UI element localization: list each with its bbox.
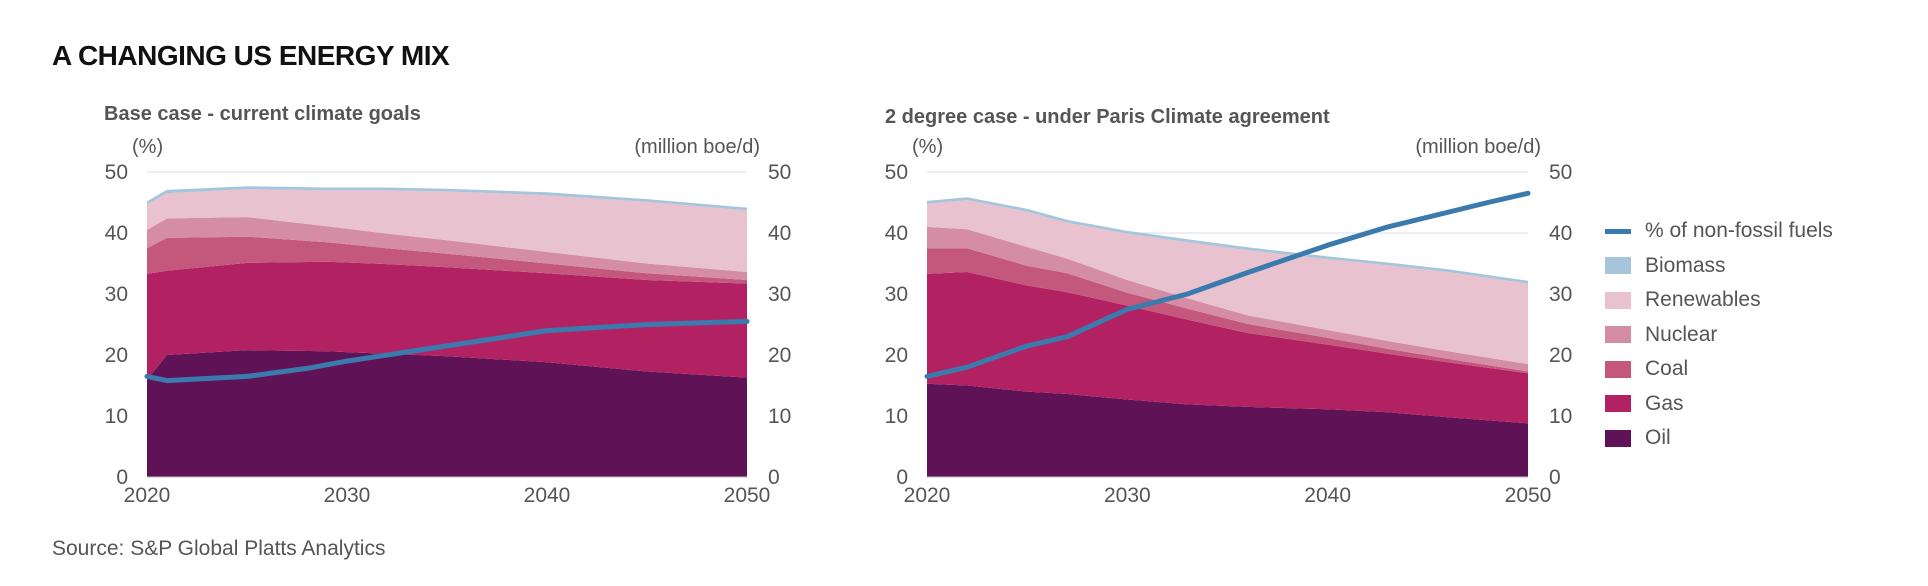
- y-tick-left: 50: [885, 161, 908, 184]
- y-tick-right: 50: [1549, 161, 1572, 184]
- right-axis-unit: (million boe/d): [634, 136, 760, 158]
- y-tick-left: 20: [105, 344, 128, 367]
- legend-item-biomass: Biomass: [1605, 249, 1833, 284]
- y-tick-left: 20: [885, 344, 908, 367]
- legend: % of non-fossil fuels Biomass Renewables Nu…: [1605, 214, 1833, 456]
- legend-label: Oil: [1645, 426, 1671, 450]
- y-tick-right: 30: [1549, 283, 1572, 306]
- legend-item-coal: Coal: [1605, 352, 1833, 387]
- swatch-icon: [1605, 292, 1631, 309]
- line-icon: [1605, 229, 1631, 234]
- y-tick-left: 40: [885, 222, 908, 245]
- y-tick-left: 30: [105, 283, 128, 306]
- chart-2: 2 degree case - under Paris Climate agre…: [885, 106, 1573, 507]
- x-tick: 2030: [324, 484, 371, 507]
- legend-item-renewables: Renewables: [1605, 283, 1833, 318]
- x-tick: 2050: [1505, 484, 1552, 507]
- right-axis-unit: (million boe/d): [1415, 136, 1541, 158]
- y-tick-right: 50: [768, 161, 791, 184]
- x-tick: 2020: [904, 484, 951, 507]
- swatch-icon: [1605, 395, 1631, 412]
- y-tick-right: 40: [1549, 222, 1572, 245]
- legend-label: Coal: [1645, 357, 1688, 381]
- legend-item-oil: Oil: [1605, 421, 1833, 456]
- y-tick-right: 40: [768, 222, 791, 245]
- y-tick-left: 40: [105, 222, 128, 245]
- chart-subtitle: Base case - current climate goals: [104, 103, 421, 125]
- chart-1: Base case - current climate goals (%) (mil…: [104, 103, 791, 507]
- legend-label: Gas: [1645, 392, 1684, 416]
- y-tick-right: 30: [768, 283, 791, 306]
- y-tick-left: 10: [105, 405, 128, 428]
- x-tick: 2030: [1104, 484, 1151, 507]
- x-tick: 2040: [524, 484, 571, 507]
- y-tick-right: 10: [768, 405, 791, 428]
- x-tick: 2020: [124, 484, 171, 507]
- y-tick-right: 20: [768, 344, 791, 367]
- left-axis-unit: (%): [912, 136, 943, 158]
- y-tick-left: 10: [885, 405, 908, 428]
- legend-item-gas: Gas: [1605, 387, 1833, 422]
- legend-label: % of non-fossil fuels: [1645, 219, 1833, 243]
- legend-label: Nuclear: [1645, 323, 1717, 347]
- y-tick-right: 10: [1549, 405, 1572, 428]
- left-axis-unit: (%): [132, 136, 163, 158]
- swatch-icon: [1605, 430, 1631, 447]
- legend-item-nonfossil: % of non-fossil fuels: [1605, 214, 1833, 249]
- legend-label: Biomass: [1645, 254, 1726, 278]
- y-tick-left: 30: [885, 283, 908, 306]
- legend-item-nuclear: Nuclear: [1605, 318, 1833, 353]
- legend-label: Renewables: [1645, 288, 1761, 312]
- swatch-icon: [1605, 361, 1631, 378]
- x-tick: 2050: [724, 484, 771, 507]
- swatch-icon: [1605, 257, 1631, 274]
- source-note: Source: S&P Global Platts Analytics: [52, 537, 385, 561]
- y-tick-left: 50: [105, 161, 128, 184]
- chart-subtitle: 2 degree case - under Paris Climate agre…: [885, 106, 1330, 128]
- y-tick-right: 20: [1549, 344, 1572, 367]
- x-tick: 2040: [1304, 484, 1351, 507]
- swatch-icon: [1605, 326, 1631, 343]
